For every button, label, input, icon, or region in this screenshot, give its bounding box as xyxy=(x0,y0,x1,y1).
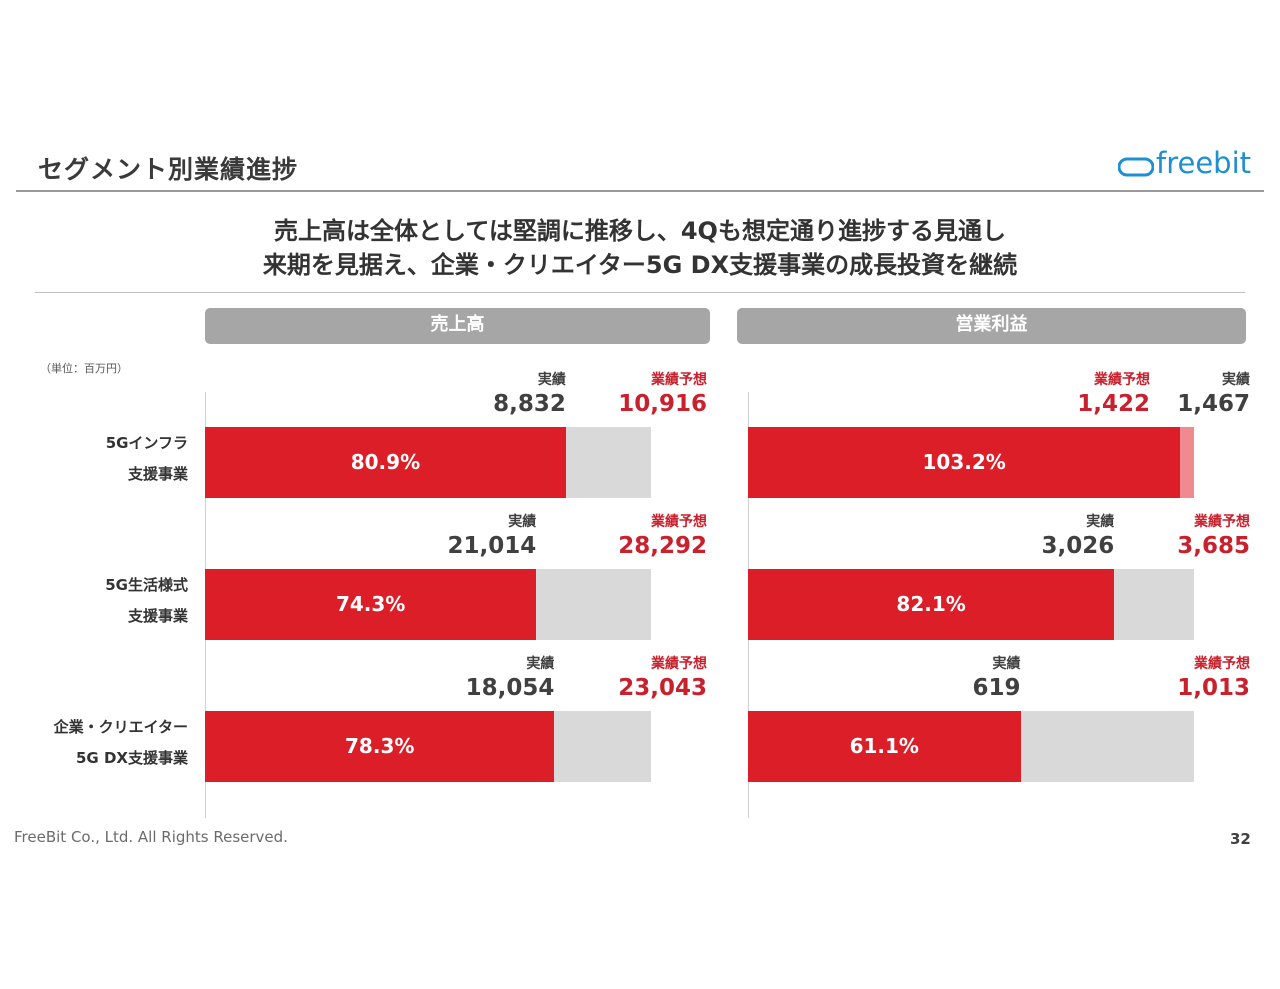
sales-actual-bar xyxy=(205,569,537,640)
segment-label-5g-infra: 5Gインフラ 支援事業 xyxy=(38,428,188,490)
sales-progress-label: 78.3% xyxy=(345,734,415,758)
profit-overshoot-bar xyxy=(1180,427,1194,498)
profit-actual-bar xyxy=(748,427,1181,498)
segment-label-line: 5G生活様式 xyxy=(105,576,188,594)
segment-label-line: 5Gインフラ xyxy=(105,434,188,452)
sales-forecast-value: 10,916 xyxy=(618,391,707,417)
profit-forecast-value: 1,013 xyxy=(1177,675,1250,701)
sales-panel-header: 売上高 xyxy=(205,308,710,344)
profit-actual-value: 3,026 xyxy=(1041,533,1115,559)
sales-forecast-value: 23,043 xyxy=(618,675,707,701)
segment-label-line: 5G DX支援事業 xyxy=(76,749,188,767)
profit-actual-series-label: 実績 xyxy=(992,656,1021,672)
headline-line-2: 来期を見据え、企業・クリエイター5G DX支援事業の成長投資を継続 xyxy=(262,251,1018,279)
segment-label-line: 企業・クリエイター xyxy=(53,718,188,736)
cloud-icon xyxy=(1118,157,1154,177)
headline: 売上高は全体としては堅調に推移し、4Qも想定通り進捗する見通し 来期を見据え、企… xyxy=(0,214,1280,282)
sales-forecast-series-label: 業績予想 xyxy=(651,372,707,388)
segment-label-enterprise-creator: 企業・クリエイター 5G DX支援事業 xyxy=(38,712,188,774)
profit-actual-value: 1,467 xyxy=(1177,391,1250,417)
segment-label-line: 支援事業 xyxy=(127,607,188,625)
profit-actual-bar xyxy=(748,569,1115,640)
sales-progress-label: 80.9% xyxy=(350,450,421,474)
operating-profit-panel-header: 営業利益 xyxy=(737,308,1246,344)
profit-actual-value: 619 xyxy=(972,675,1021,701)
sales-forecast-value: 28,292 xyxy=(618,533,707,559)
profit-progress-label: 61.1% xyxy=(849,734,919,758)
logo-text: freebit xyxy=(1156,146,1252,180)
sales-actual-series-label: 実績 xyxy=(526,656,555,672)
profit-forecast-value: 3,685 xyxy=(1177,533,1250,559)
profit-actual-series-label: 実績 xyxy=(1222,372,1250,388)
profit-actual-series-label: 実績 xyxy=(1086,514,1115,530)
sales-forecast-series-label: 業績予想 xyxy=(651,656,707,672)
sales-actual-bar xyxy=(205,427,566,498)
profit-actual-bar xyxy=(748,711,1021,782)
sales-actual-bar xyxy=(205,711,555,782)
profit-progress-label: 103.2% xyxy=(922,450,1006,474)
copyright-notice: FreeBit Co., Ltd. All Rights Reserved. xyxy=(14,828,288,846)
sales-actual-series-label: 実績 xyxy=(537,372,566,388)
headline-line-1: 売上高は全体としては堅調に推移し、4Qも想定通り進捗する見通し xyxy=(274,217,1006,245)
profit-forecast-series-label: 業績予想 xyxy=(1194,656,1250,672)
segment-label-5g-lifestyle: 5G生活様式 支援事業 xyxy=(38,570,188,632)
sales-actual-value: 21,014 xyxy=(447,533,537,559)
sales-actual-value: 18,054 xyxy=(465,675,555,701)
sales-actual-value: 8,832 xyxy=(493,391,566,417)
freebit-logo: freebit xyxy=(1118,146,1263,184)
profit-forecast-value: 1,422 xyxy=(1077,391,1150,417)
sales-actual-series-label: 実績 xyxy=(508,514,537,530)
page-number: 32 xyxy=(1230,830,1251,848)
profit-progress-label: 82.1% xyxy=(896,592,966,616)
sales-forecast-series-label: 業績予想 xyxy=(651,514,707,530)
header-divider xyxy=(16,190,1264,192)
headline-divider xyxy=(35,292,1245,293)
profit-forecast-series-label: 業績予想 xyxy=(1194,514,1250,530)
profit-forecast-series-label: 業績予想 xyxy=(1094,372,1150,388)
unit-note: （単位：百万円） xyxy=(40,362,128,375)
segment-label-line: 支援事業 xyxy=(127,465,188,483)
sales-progress-label: 74.3% xyxy=(335,592,406,616)
page-title: セグメント別業績進捗 xyxy=(38,155,299,184)
